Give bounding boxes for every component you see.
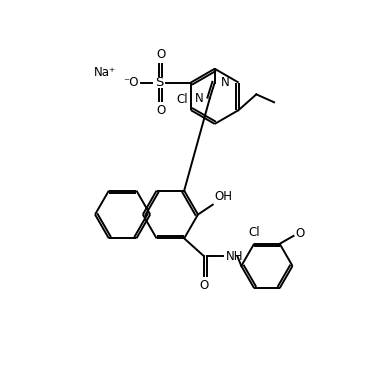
Text: ⁻O: ⁻O (123, 76, 139, 89)
Text: O: O (199, 279, 208, 292)
Text: O: O (296, 227, 305, 241)
Text: N: N (195, 92, 204, 105)
Text: Na⁺: Na⁺ (94, 66, 116, 79)
Text: NH: NH (226, 250, 243, 262)
Text: Cl: Cl (248, 226, 260, 239)
Text: O: O (156, 48, 165, 61)
Text: N: N (221, 76, 230, 89)
Text: O: O (156, 104, 165, 117)
Text: Cl: Cl (176, 93, 188, 106)
Text: S: S (155, 76, 163, 89)
Text: OH: OH (215, 190, 233, 203)
